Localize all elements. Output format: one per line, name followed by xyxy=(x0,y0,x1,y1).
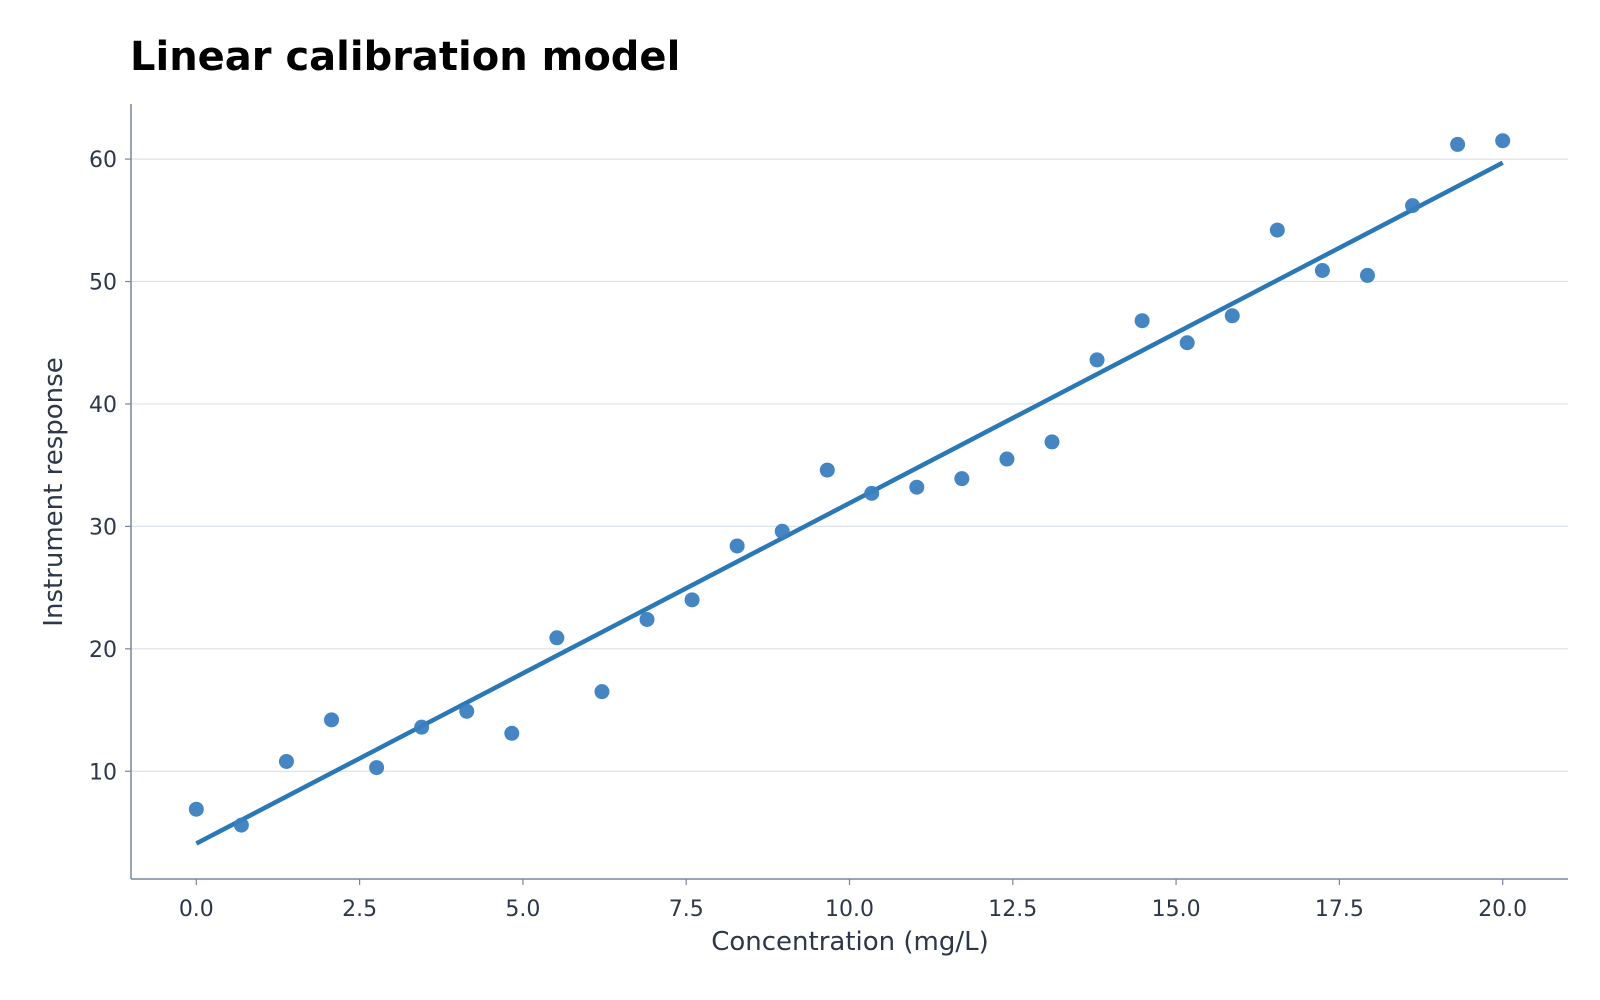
data-point xyxy=(549,630,565,646)
ticks: 10 20 30 40 50 60 0.0 2.5 5.0 7.5 10.0 12.5 15.0 17.5… xyxy=(89,148,1527,922)
data-point xyxy=(954,471,970,487)
y-tick-label: 50 xyxy=(89,271,117,296)
data-point xyxy=(594,684,610,700)
x-tick-label: 2.5 xyxy=(342,897,377,922)
y-tick-label: 20 xyxy=(89,638,117,663)
x-tick-label: 7.5 xyxy=(669,897,704,922)
y-tick-label: 10 xyxy=(89,760,117,785)
data-point xyxy=(1359,267,1375,283)
data-point xyxy=(1495,133,1511,149)
data-point xyxy=(414,719,430,735)
x-tick-label: 15.0 xyxy=(1152,897,1201,922)
y-tick-label: 30 xyxy=(89,515,117,540)
data-point xyxy=(729,538,745,554)
data-point xyxy=(324,712,340,728)
fit-line-group xyxy=(195,160,1504,846)
data-point xyxy=(1405,198,1421,214)
data-point xyxy=(1269,222,1285,238)
data-point xyxy=(233,817,249,833)
data-points xyxy=(188,133,1511,833)
data-point xyxy=(684,592,700,608)
x-axis-label: Concentration (mg/L) xyxy=(711,927,989,957)
fit-line xyxy=(195,160,1504,846)
data-point xyxy=(819,462,835,478)
data-point xyxy=(1314,263,1330,279)
y-axis-label: Instrument response xyxy=(39,357,69,626)
chart-title: Linear calibration model xyxy=(130,34,680,80)
y-tick-label: 60 xyxy=(89,148,117,173)
data-point xyxy=(909,479,925,495)
data-point xyxy=(459,703,475,719)
data-point xyxy=(188,801,204,817)
data-point xyxy=(504,725,520,741)
data-point xyxy=(278,753,294,769)
data-point xyxy=(1179,335,1195,351)
x-tick-label: 17.5 xyxy=(1315,897,1364,922)
data-point xyxy=(774,523,790,539)
x-tick-label: 10.0 xyxy=(825,897,874,922)
x-tick-label: 5.0 xyxy=(505,897,540,922)
data-point xyxy=(1044,434,1060,450)
data-point xyxy=(1224,308,1240,324)
data-point xyxy=(639,611,655,627)
x-tick-label: 12.5 xyxy=(988,897,1037,922)
data-point xyxy=(864,485,880,501)
data-point xyxy=(1089,352,1105,368)
data-point xyxy=(1134,313,1150,329)
x-tick-label: 20.0 xyxy=(1478,897,1527,922)
x-tick-label: 0.0 xyxy=(179,897,214,922)
y-tick-label: 40 xyxy=(89,393,117,418)
data-point xyxy=(999,451,1015,467)
data-point xyxy=(1450,136,1466,152)
gridlines xyxy=(131,158,1568,772)
data-point xyxy=(369,760,385,776)
